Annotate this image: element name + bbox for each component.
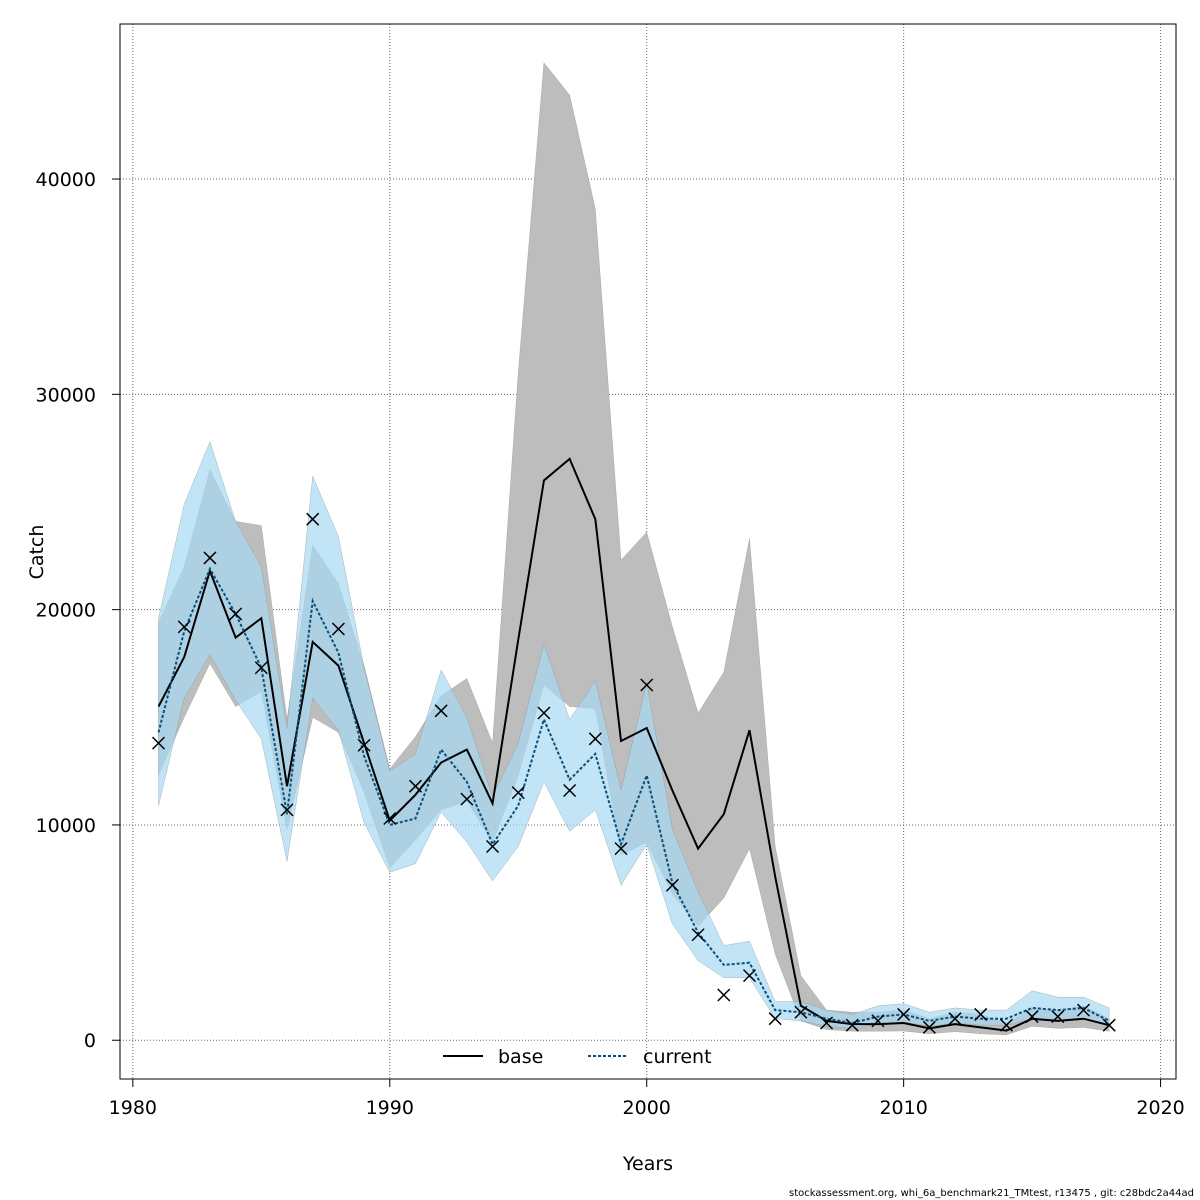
observation-point-2005 — [768, 1012, 782, 1026]
observation-point-1984 — [229, 607, 243, 621]
observation-point-2018 — [1102, 1018, 1116, 1032]
observation-point-2014 — [999, 1018, 1013, 1032]
observation-point-1983 — [203, 551, 217, 565]
y-tick-label-30000: 30000 — [36, 384, 96, 406]
observation-point-2006 — [794, 1005, 808, 1019]
y-tick-label-10000: 10000 — [36, 815, 96, 837]
axes: 1980 1990 2000 2010 2020 0 10000 20000 30000 4000… — [36, 169, 1185, 1119]
observation-point-2002 — [691, 928, 705, 942]
band-current — [158, 440, 1110, 1029]
confidence-bands — [158, 62, 1110, 1036]
observation-point-2017 — [1076, 1003, 1091, 1017]
series-lines — [157, 457, 1110, 1032]
observation-point-1995 — [511, 786, 525, 800]
observation-point-2007 — [820, 1016, 834, 1030]
observation-point-1993 — [460, 792, 474, 806]
legend-label-base: base — [498, 1046, 543, 1068]
observation-point-1987 — [306, 512, 320, 526]
observation-point-1986 — [280, 803, 294, 817]
x-tick-label-1980: 1980 — [109, 1097, 157, 1119]
observation-point-2009 — [871, 1014, 885, 1028]
legend-label-current: current — [643, 1046, 712, 1068]
observation-point-1981 — [152, 736, 166, 750]
observation-point-2008 — [845, 1018, 859, 1032]
observation-point-1991 — [408, 779, 423, 793]
observation-point-2003 — [717, 988, 731, 1002]
legend: base current — [443, 1046, 712, 1068]
observation-point-1982 — [177, 620, 191, 634]
y-axis-title: Catch — [26, 525, 48, 580]
footer-credit: stockassessment.org, whi_6a_benchmark21_… — [789, 1188, 1194, 1199]
observation-point-2001 — [665, 878, 679, 892]
observation-point-1999 — [614, 842, 628, 856]
line-base — [157, 457, 1110, 1032]
y-tick-label-20000: 20000 — [36, 600, 96, 622]
y-tick-label-40000: 40000 — [36, 169, 96, 191]
observation-point-2013 — [974, 1007, 988, 1021]
observation-point-1985 — [254, 661, 268, 675]
observation-point-1998 — [588, 732, 602, 746]
observation-point-1988 — [331, 622, 345, 636]
observation-point-2016 — [1051, 1010, 1065, 1024]
x-tick-label-2020: 2020 — [1136, 1097, 1184, 1119]
x-axis-title: Years — [622, 1153, 673, 1175]
x-tick-label-2000: 2000 — [623, 1097, 671, 1119]
observation-markers — [152, 512, 1116, 1034]
observation-point-2000 — [640, 678, 654, 692]
x-tick-label-1990: 1990 — [366, 1097, 414, 1119]
observation-point-2010 — [897, 1007, 911, 1021]
y-tick-label-0: 0 — [84, 1030, 96, 1052]
observation-point-1990 — [383, 811, 397, 826]
observation-point-2004 — [742, 969, 757, 983]
observation-point-1997 — [563, 783, 577, 798]
observation-point-1992 — [434, 704, 448, 718]
observation-point-1996 — [537, 706, 551, 720]
observation-point-2015 — [1025, 1010, 1039, 1024]
observation-point-1989 — [357, 738, 371, 752]
observation-point-1994 — [486, 839, 500, 853]
line-current — [157, 566, 1110, 1025]
observation-point-2012 — [948, 1012, 962, 1026]
x-tick-label-2010: 2010 — [879, 1097, 927, 1119]
observation-point-2011 — [922, 1020, 936, 1034]
